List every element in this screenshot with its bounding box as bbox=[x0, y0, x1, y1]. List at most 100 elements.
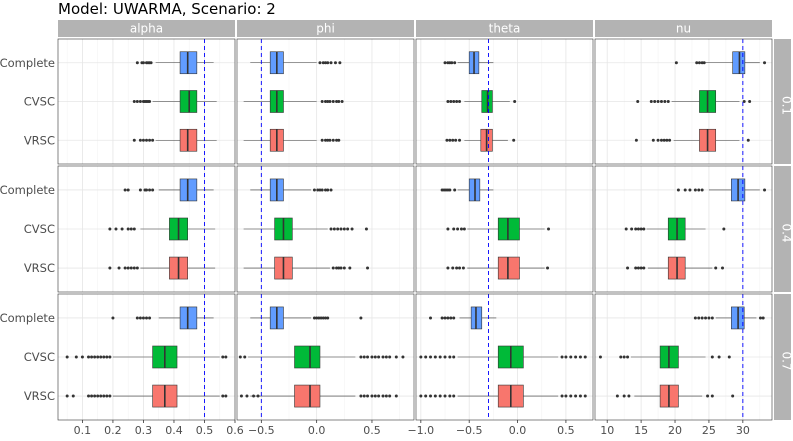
outlier-point bbox=[238, 355, 242, 359]
outlier-point bbox=[90, 355, 94, 359]
outlier-point bbox=[312, 316, 316, 320]
outlier-point bbox=[639, 227, 643, 231]
outlier-point bbox=[448, 188, 452, 192]
outlier-point bbox=[666, 100, 670, 103]
box-alpha-0-1-vrsc bbox=[132, 128, 217, 152]
outlier-point bbox=[149, 61, 153, 65]
box-theta-0-1-complete bbox=[443, 51, 494, 75]
panel-border bbox=[594, 293, 773, 421]
outlier-point bbox=[388, 355, 392, 359]
outlier-point bbox=[761, 316, 765, 320]
outlier-point bbox=[108, 266, 112, 270]
facet-label-phi: phi bbox=[316, 22, 335, 36]
outlier-point bbox=[99, 394, 103, 398]
panel-border bbox=[415, 165, 594, 293]
outlier-point bbox=[105, 355, 109, 359]
outlier-point bbox=[141, 138, 145, 142]
outlier-point bbox=[461, 266, 465, 270]
outlier-point bbox=[148, 138, 152, 142]
outlier-point bbox=[123, 188, 127, 192]
outlier-point bbox=[710, 394, 714, 398]
box-nu-0-1-complete bbox=[674, 51, 767, 75]
outlier-point bbox=[221, 394, 225, 398]
outlier-point bbox=[622, 394, 626, 398]
outlier-point bbox=[626, 355, 630, 359]
outlier-point bbox=[619, 355, 623, 359]
outlier-point bbox=[377, 394, 381, 398]
outlier-point bbox=[350, 227, 354, 231]
outlier-point bbox=[335, 100, 339, 103]
category-label-complete: Complete bbox=[0, 311, 55, 325]
chart-title: Model: UWARMA, Scenario: 2 bbox=[58, 0, 276, 18]
outlier-point bbox=[429, 394, 433, 398]
outlier-point bbox=[429, 355, 433, 359]
x-tick-label-nu: 25 bbox=[702, 424, 716, 437]
outlier-point bbox=[547, 227, 551, 231]
outlier-point bbox=[331, 100, 335, 103]
outlier-point bbox=[636, 266, 640, 270]
outlier-point bbox=[90, 394, 94, 398]
outlier-point bbox=[151, 188, 155, 192]
outlier-point bbox=[693, 316, 697, 320]
box-alpha-0-4-cvsc bbox=[108, 217, 216, 241]
outlier-point bbox=[615, 394, 619, 398]
row-label-0-7: 0.7 bbox=[780, 351, 793, 370]
outlier-point bbox=[318, 188, 322, 192]
panel-border bbox=[236, 293, 415, 421]
outlier-point bbox=[348, 266, 352, 270]
category-label-vrsc: VRSC bbox=[24, 133, 55, 147]
box-nu-0-1-cvsc bbox=[636, 90, 752, 113]
outlier-point bbox=[452, 355, 456, 359]
outlier-point bbox=[243, 355, 247, 359]
outlier-point bbox=[707, 316, 711, 320]
box-alpha-0-7-cvsc bbox=[65, 345, 228, 369]
outlier-point bbox=[96, 355, 100, 359]
outlier-point bbox=[424, 355, 428, 359]
outlier-point bbox=[451, 266, 455, 270]
outlier-point bbox=[135, 61, 139, 65]
outlier-point bbox=[443, 61, 447, 65]
category-label-cvsc: CVSC bbox=[24, 222, 55, 236]
outlier-point bbox=[446, 316, 450, 320]
outlier-point bbox=[449, 100, 453, 103]
outlier-point bbox=[394, 394, 398, 398]
outlier-point bbox=[446, 266, 450, 270]
outlier-point bbox=[221, 355, 225, 359]
outlier-point bbox=[148, 188, 152, 192]
outlier-point bbox=[665, 138, 669, 142]
outlier-point bbox=[700, 188, 704, 192]
outlier-point bbox=[370, 355, 374, 359]
outlier-point bbox=[373, 394, 377, 398]
outlier-point bbox=[329, 61, 333, 65]
outlier-point bbox=[624, 227, 628, 231]
x-tick-label-alpha: 0.4 bbox=[165, 424, 183, 437]
outlier-point bbox=[332, 227, 336, 231]
outlier-point bbox=[720, 266, 724, 270]
facet-strip-theta bbox=[416, 20, 593, 37]
outlier-point bbox=[560, 355, 564, 359]
outlier-point bbox=[683, 188, 687, 192]
outlier-point bbox=[148, 316, 152, 320]
box-nu-0-4-cvsc bbox=[624, 217, 726, 241]
box-alpha-0-1-cvsc bbox=[132, 90, 217, 113]
outlier-point bbox=[455, 100, 459, 103]
outlier-point bbox=[373, 355, 377, 359]
outlier-point bbox=[320, 138, 324, 142]
box-alpha-0-7-vrsc bbox=[65, 384, 228, 408]
outlier-point bbox=[114, 227, 118, 231]
outlier-point bbox=[138, 138, 142, 142]
category-label-complete: Complete bbox=[0, 183, 55, 197]
box-alpha-0-1-complete bbox=[135, 51, 214, 75]
outlier-point bbox=[138, 188, 142, 192]
outlier-point bbox=[312, 188, 316, 192]
box-iqr bbox=[294, 384, 321, 408]
outlier-point bbox=[622, 355, 626, 359]
outlier-point bbox=[129, 266, 133, 270]
outlier-point bbox=[145, 138, 148, 142]
row-strip-0-7 bbox=[774, 294, 791, 420]
outlier-point bbox=[453, 188, 457, 192]
x-tick-label-theta: 0.5 bbox=[557, 424, 575, 437]
outlier-point bbox=[366, 355, 370, 359]
x-tick-label-phi: −0.5 bbox=[248, 424, 275, 437]
outlier-point bbox=[668, 138, 672, 142]
